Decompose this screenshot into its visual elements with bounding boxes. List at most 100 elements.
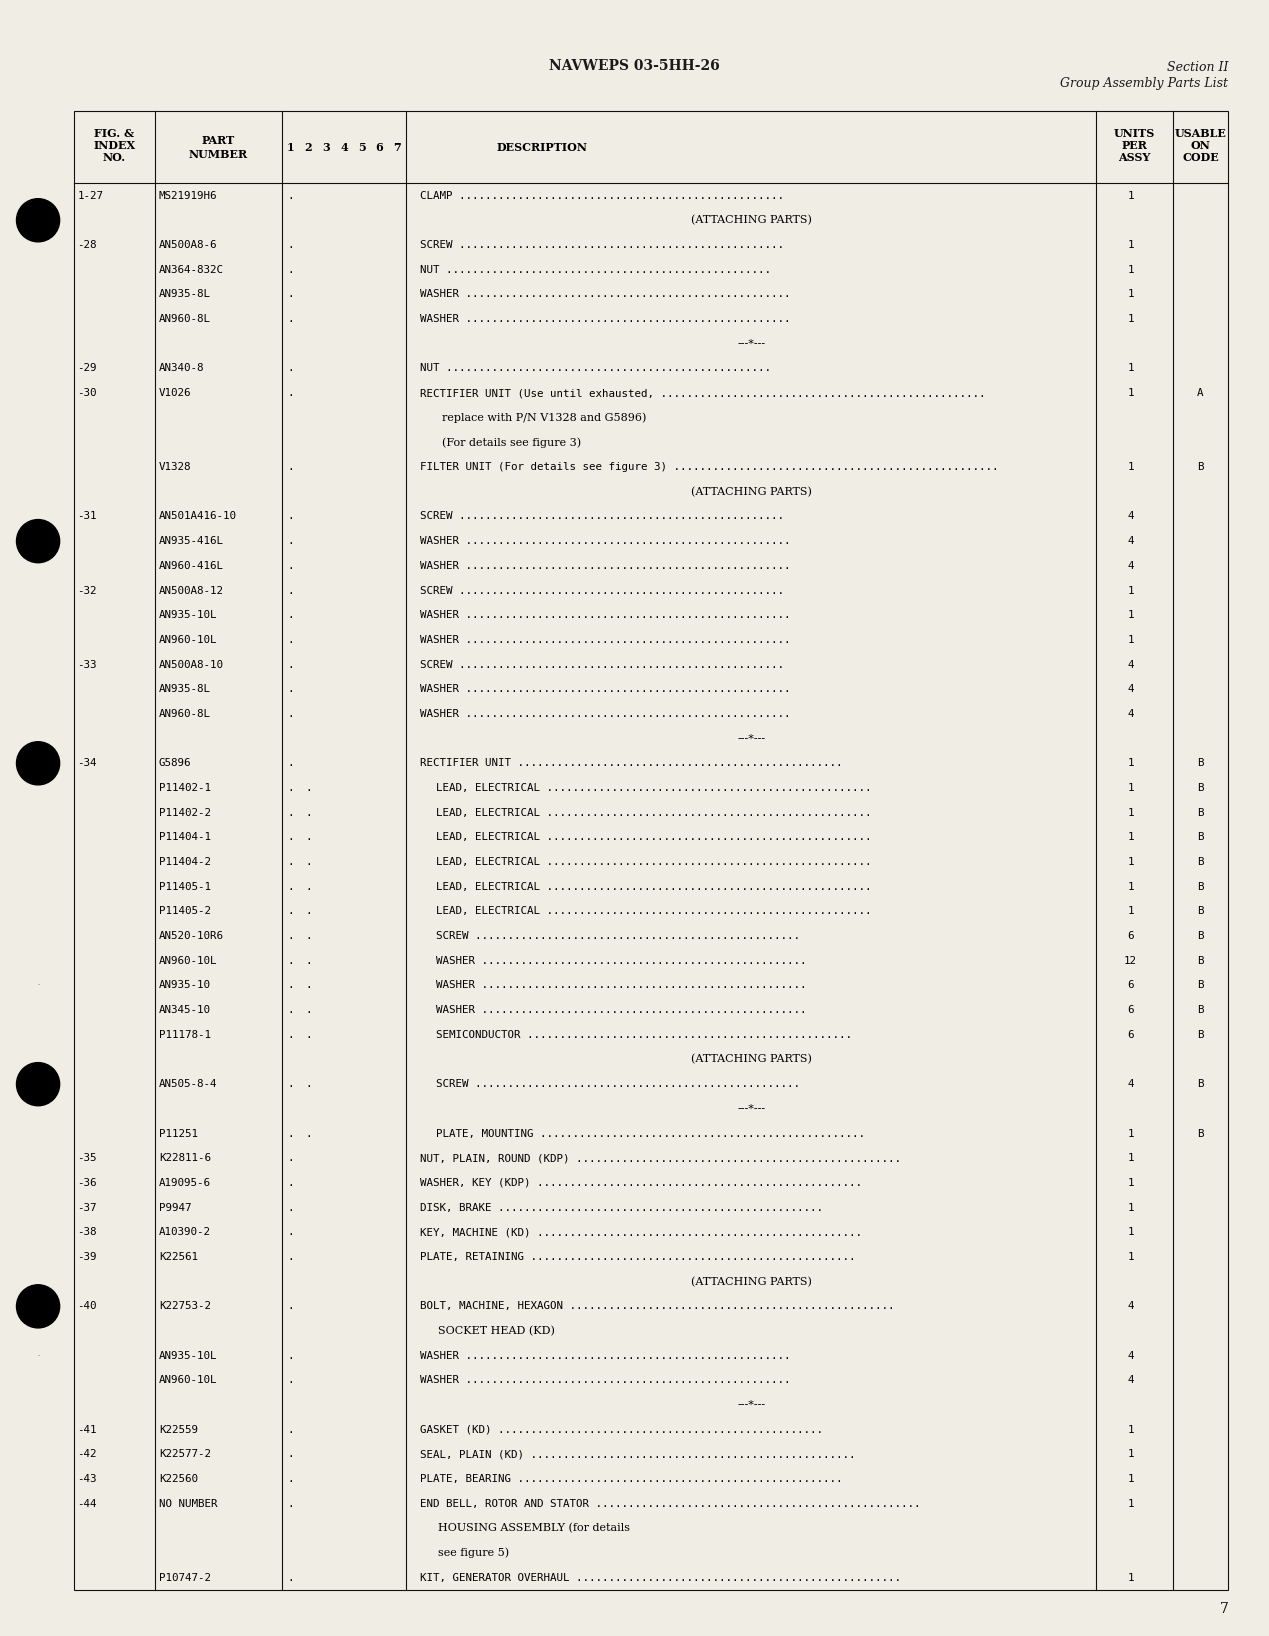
Text: KEY, MACHINE (KD) ..................................................: KEY, MACHINE (KD) ......................… xyxy=(420,1227,862,1237)
Text: 1: 1 xyxy=(1127,363,1133,373)
Text: .: . xyxy=(305,1029,312,1040)
Text: Section II: Section II xyxy=(1167,61,1228,74)
Text: .: . xyxy=(287,461,294,473)
Text: .: . xyxy=(305,906,312,916)
Text: .: . xyxy=(305,784,312,793)
Text: 1: 1 xyxy=(1127,1449,1133,1459)
Text: .: . xyxy=(287,980,294,990)
Text: 1: 1 xyxy=(1127,190,1133,201)
Text: 1: 1 xyxy=(1127,1129,1133,1139)
Text: 1: 1 xyxy=(1127,1153,1133,1163)
Text: -31: -31 xyxy=(77,512,98,522)
Text: .: . xyxy=(287,1449,294,1459)
Text: WASHER ..................................................: WASHER .................................… xyxy=(437,980,807,990)
Text: PART: PART xyxy=(202,134,235,146)
Text: .: . xyxy=(305,980,312,990)
Text: 2: 2 xyxy=(305,142,312,152)
Text: .: . xyxy=(287,314,294,324)
Text: K22561: K22561 xyxy=(159,1252,198,1261)
Text: .: . xyxy=(287,1425,294,1435)
Text: AN935-8L: AN935-8L xyxy=(159,290,211,299)
Text: (ATTACHING PARTS): (ATTACHING PARTS) xyxy=(690,486,812,497)
Text: 6: 6 xyxy=(1127,931,1133,941)
Text: DESCRIPTION: DESCRIPTION xyxy=(496,142,588,152)
Text: WASHER ..................................................: WASHER .................................… xyxy=(420,684,791,694)
Text: SCREW ..................................................: SCREW ..................................… xyxy=(420,586,784,596)
Text: WASHER ..................................................: WASHER .................................… xyxy=(420,314,791,324)
Text: 1: 1 xyxy=(1127,635,1133,645)
Text: .: . xyxy=(287,1351,294,1361)
Text: -37: -37 xyxy=(77,1202,98,1212)
Text: A10390-2: A10390-2 xyxy=(159,1227,211,1237)
Text: AN935-416L: AN935-416L xyxy=(159,537,223,546)
Text: -39: -39 xyxy=(77,1252,98,1261)
Text: 4: 4 xyxy=(340,142,348,152)
Text: 7: 7 xyxy=(393,142,401,152)
Text: KIT, GENERATOR OVERHAUL ..................................................: KIT, GENERATOR OVERHAUL ................… xyxy=(420,1572,901,1584)
Text: .: . xyxy=(287,290,294,299)
Text: B: B xyxy=(1197,833,1204,843)
Text: .: . xyxy=(287,1029,294,1040)
Text: 1: 1 xyxy=(1127,882,1133,892)
Text: 5: 5 xyxy=(358,142,365,152)
Text: -36: -36 xyxy=(77,1178,98,1188)
Text: .: . xyxy=(305,808,312,818)
Text: .: . xyxy=(287,1301,294,1312)
Text: .: . xyxy=(287,857,294,867)
Text: 1: 1 xyxy=(287,142,294,152)
Text: .: . xyxy=(287,586,294,596)
Text: SCREW ..................................................: SCREW ..................................… xyxy=(437,1080,799,1090)
Text: (ATTACHING PARTS): (ATTACHING PARTS) xyxy=(690,1276,812,1288)
Text: WASHER ..................................................: WASHER .................................… xyxy=(420,610,791,620)
Text: .: . xyxy=(287,1376,294,1386)
Text: 4: 4 xyxy=(1127,708,1133,718)
Text: LEAD, ELECTRICAL ..................................................: LEAD, ELECTRICAL .......................… xyxy=(437,784,872,793)
Text: ---*---: ---*--- xyxy=(737,733,765,744)
Text: -38: -38 xyxy=(77,1227,98,1237)
Text: INDEX: INDEX xyxy=(93,139,136,151)
Text: G5896: G5896 xyxy=(159,759,192,769)
Text: (For details see figure 3): (For details see figure 3) xyxy=(442,437,581,448)
Circle shape xyxy=(16,520,60,563)
Text: P11402-2: P11402-2 xyxy=(159,808,211,818)
Text: 6: 6 xyxy=(1127,1029,1133,1040)
Circle shape xyxy=(16,1284,60,1328)
Text: -32: -32 xyxy=(77,586,98,596)
Text: WASHER ..................................................: WASHER .................................… xyxy=(420,1351,791,1361)
Text: NUT ..................................................: NUT ....................................… xyxy=(420,363,772,373)
Text: .: . xyxy=(287,635,294,645)
Text: 4: 4 xyxy=(1127,537,1133,546)
Text: .: . xyxy=(305,1005,312,1014)
Text: 4: 4 xyxy=(1127,1351,1133,1361)
Text: A19095-6: A19095-6 xyxy=(159,1178,211,1188)
Text: P11178-1: P11178-1 xyxy=(159,1029,211,1040)
Text: AN935-10L: AN935-10L xyxy=(159,610,217,620)
Text: 1: 1 xyxy=(1127,784,1133,793)
Text: 1: 1 xyxy=(1127,1474,1133,1484)
Text: PER: PER xyxy=(1122,139,1147,151)
Text: BOLT, MACHINE, HEXAGON ..................................................: BOLT, MACHINE, HEXAGON .................… xyxy=(420,1301,895,1312)
Text: MS21919H6: MS21919H6 xyxy=(159,190,217,201)
Text: .: . xyxy=(287,1129,294,1139)
Text: .: . xyxy=(287,708,294,718)
Text: 4: 4 xyxy=(1127,1376,1133,1386)
Text: .: . xyxy=(305,882,312,892)
Text: K22560: K22560 xyxy=(159,1474,198,1484)
Text: .: . xyxy=(287,388,294,398)
Text: 1: 1 xyxy=(1127,1499,1133,1508)
Text: WASHER ..................................................: WASHER .................................… xyxy=(420,537,791,546)
Text: .: . xyxy=(287,1202,294,1212)
Text: see figure 5): see figure 5) xyxy=(438,1548,509,1559)
Text: B: B xyxy=(1197,931,1204,941)
Text: .: . xyxy=(305,1080,312,1090)
Text: WASHER ..................................................: WASHER .................................… xyxy=(420,1376,791,1386)
Text: AN500A8-12: AN500A8-12 xyxy=(159,586,223,596)
Text: 1: 1 xyxy=(1127,833,1133,843)
Text: 1: 1 xyxy=(1127,808,1133,818)
Text: SOCKET HEAD (KD): SOCKET HEAD (KD) xyxy=(438,1325,555,1337)
Text: .: . xyxy=(287,1080,294,1090)
Text: 1: 1 xyxy=(1127,1572,1133,1584)
Text: .: . xyxy=(287,363,294,373)
Text: (ATTACHING PARTS): (ATTACHING PARTS) xyxy=(690,1054,812,1065)
Text: B: B xyxy=(1197,759,1204,769)
